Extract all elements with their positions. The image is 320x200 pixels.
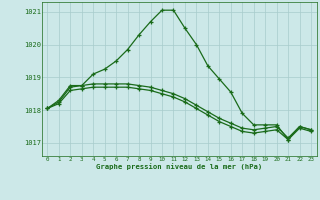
X-axis label: Graphe pression niveau de la mer (hPa): Graphe pression niveau de la mer (hPa): [96, 163, 262, 170]
